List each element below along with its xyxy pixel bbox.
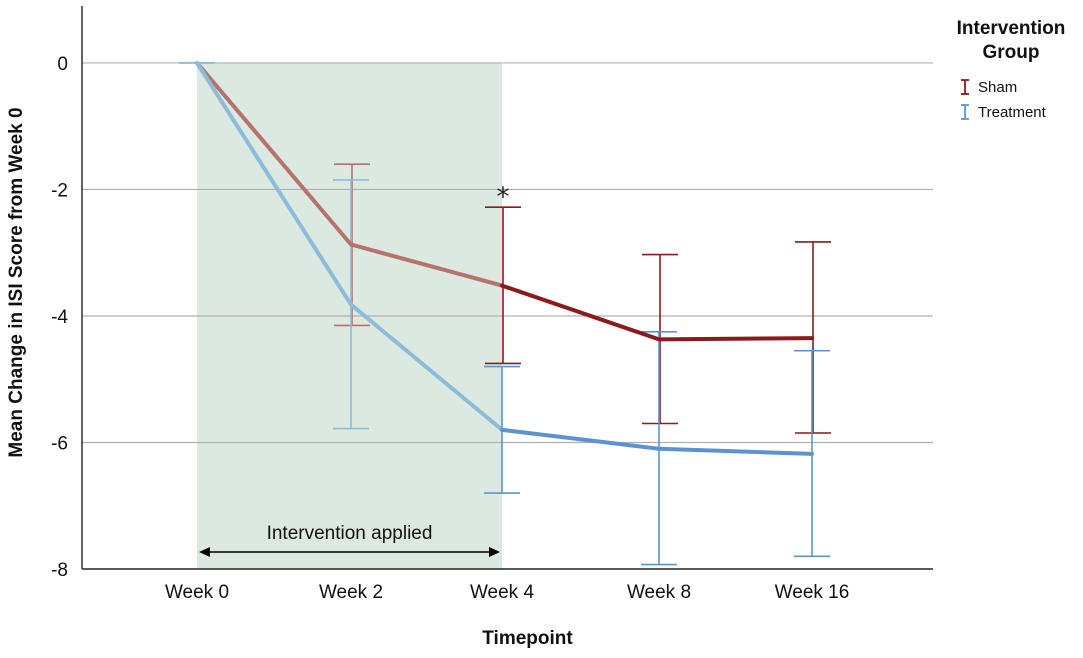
sham-line-followup: [500, 283, 814, 342]
x-axis-title: Timepoint: [482, 628, 573, 649]
legend-title-line-2: Group: [983, 42, 1040, 63]
x-tick-label: Week 2: [319, 582, 383, 603]
legend: Intervention Group Sham Treatment: [957, 18, 1066, 121]
x-tick-label: Week 4: [470, 582, 535, 603]
legend-label-treatment: Treatment: [978, 104, 1047, 121]
legend-title-line-1: Intervention: [957, 18, 1066, 39]
tick-labels: 0 -2 -4 -6 -8 Week 0 Week 2 Week 4 Week 8 Week 16: [51, 54, 849, 603]
y-tick-label: -6: [51, 433, 68, 454]
x-tick-label: Week 8: [627, 582, 691, 603]
significance-asterisk: *: [497, 182, 510, 212]
x-tick-label: Week 16: [775, 582, 850, 603]
intervention-annotation-layer: Intervention applied: [199, 523, 500, 557]
legend-label-sham: Sham: [978, 79, 1017, 96]
series-layer: [179, 60, 831, 566]
intervention-arrow-head-left: [199, 547, 210, 557]
sham-line-intervention: [195, 60, 504, 288]
treatment-line-intervention: [195, 60, 504, 432]
y-tick-label: -4: [51, 307, 68, 328]
intervention-applied-label: Intervention applied: [267, 523, 433, 544]
gridlines: [82, 62, 933, 444]
treatment-line-followup: [500, 427, 814, 456]
significance-markers: *: [497, 182, 510, 212]
y-tick-label: -8: [51, 560, 68, 581]
y-tick-label: -2: [51, 180, 68, 201]
axes: [81, 6, 933, 570]
intervention-arrow-head-right: [489, 547, 500, 557]
y-axis-title: Mean Change in ISI Score from Week 0: [6, 107, 27, 457]
legend-items: Sham Treatment: [961, 79, 1047, 121]
x-tick-label: Week 0: [165, 582, 229, 603]
y-tick-label: 0: [57, 54, 68, 75]
